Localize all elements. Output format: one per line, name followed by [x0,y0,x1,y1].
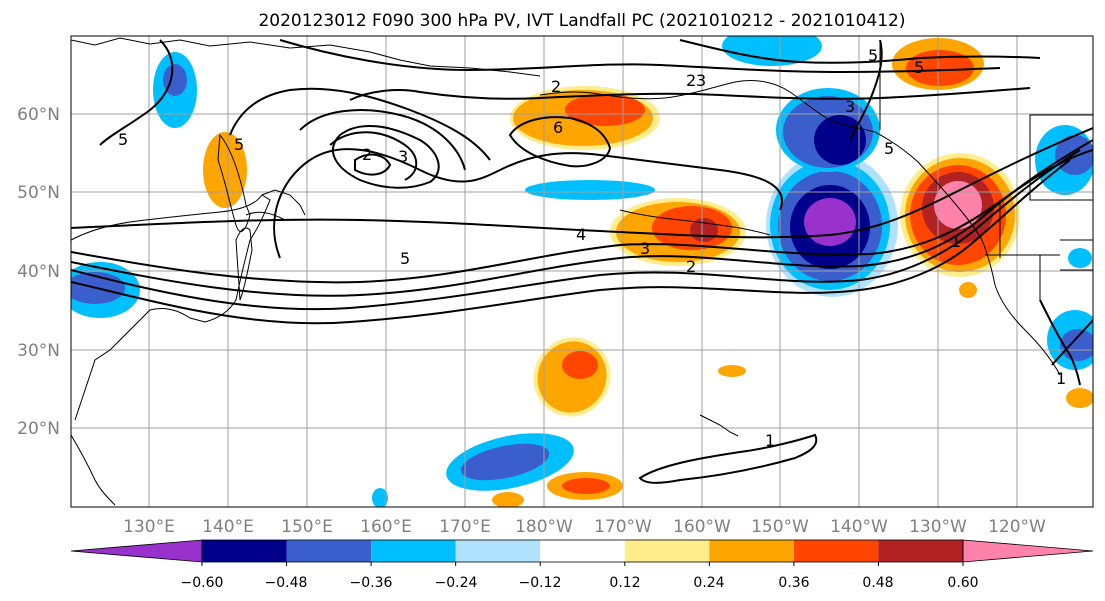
colorbar-tick-label: 0.60 [947,575,978,591]
lon-label: 130°W [909,517,967,537]
positive-anomaly-tiny-hawaii [718,365,746,377]
colorbar-tick-label: 0.24 [693,575,724,591]
negative-anomaly-us [1068,248,1092,268]
contour-label: 1 [765,431,775,450]
lon-label: 130°E [123,517,175,537]
positive-anomaly-kamchatka [203,132,247,208]
colorbar-tick-label: 0.12 [609,575,640,591]
contour-label: 1 [951,232,961,251]
contour-label: 5 [400,249,410,268]
lat-label: 20°N [17,419,60,439]
colorbar-segment [455,540,541,562]
contour-label: 2 [362,145,372,164]
contour-label: 1 [1056,369,1066,388]
lat-label: 30°N [17,341,60,361]
lon-label: 140°W [830,517,888,537]
colorbar-segment [624,540,710,562]
lon-label: 150°E [281,517,333,537]
colorbar-segment [202,540,287,562]
positive-anomaly-south-core [562,478,610,494]
coastlines [71,37,1093,506]
contour-label: 5 [914,58,924,77]
colorbar-tick-label: −0.36 [350,575,393,591]
positive-anomaly-gulf [1066,388,1093,408]
lon-label: 170°W [594,517,652,537]
lon-label: 180°W [515,517,573,537]
colorbar-tick-labels: −0.60 −0.48 −0.36 −0.24 −0.12 0.12 0.24 … [181,575,979,591]
colorbar-segment [709,540,794,562]
contour-label: 2 [686,257,696,276]
positive-anomaly-subtropical [533,337,611,417]
contour-label: 2 [686,71,696,90]
colorbar-outline [201,539,964,563]
negative-anomaly-mexico-core [1060,329,1093,361]
lon-label: 140°E [202,517,254,537]
map-frame [70,35,1094,508]
contour-label: 5 [118,130,128,149]
colorbar-tick-label: −0.48 [265,575,308,591]
map-title: 2020123012 F090 300 hPa PV, IVT Landfall… [258,11,905,31]
lat-label: 50°N [17,183,60,203]
map-panel: 5 5 5 5 5 5 2 3 3 2 2 3 6 4 3 2 1 1 1 [70,35,1094,508]
contour-label: 3 [640,239,650,258]
positive-anomaly-west-coast [900,153,1020,277]
positive-anomaly-tiny-california [959,282,977,298]
contour-label: 3 [398,147,408,166]
negative-anomaly-north [722,36,822,66]
colorbar-tick-label: −0.12 [519,575,562,591]
contour-label: 3 [696,71,706,90]
lon-label: 160°W [673,517,731,537]
longitude-labels: 130°E 140°E 150°E 160°E 170°E 180°W 170°… [123,517,1046,537]
colorbar-tick-label: −0.24 [435,575,478,591]
colorbar-arrow-min [70,539,203,563]
colorbar-segment [371,540,456,562]
contour-label: 6 [553,118,563,137]
colorbar-arrow-max [962,539,1094,563]
lat-label: 60°N [17,105,60,125]
colorbar: −0.60 −0.48 −0.36 −0.24 −0.12 0.12 0.24 … [70,539,1094,591]
colorbar-segment [793,540,879,562]
colorbar-segment [878,540,963,562]
contour-label: 3 [845,97,855,116]
contour-label: 4 [576,225,586,244]
colorbar-ticks [201,562,964,566]
contour-label: 5 [234,135,244,154]
colorbar-tick-label: 0.48 [862,575,893,591]
lon-label: 150°W [751,517,809,537]
negative-anomaly-tiny [372,488,388,507]
positive-anomaly-south-small [492,492,524,507]
lon-label: 170°E [439,517,491,537]
colorbar-segment [286,540,372,562]
colorbar-tick-label: 0.36 [778,575,809,591]
pv-contours [71,39,1093,484]
contour-label: 2 [551,77,561,96]
colorbar-segments [70,539,1094,563]
colorbar-segment [540,540,625,562]
lon-label: 160°E [360,517,412,537]
contour-label: 5 [884,139,894,158]
lat-label: 40°N [17,262,60,282]
negative-anomaly-subtropical [446,433,574,491]
colorbar-tick-label: −0.60 [181,575,224,591]
contour-label: 5 [868,46,878,65]
contour-labels: 5 5 5 5 5 5 2 3 3 2 2 3 6 4 3 2 1 1 1 [118,46,1066,450]
lon-label: 120°W [988,517,1046,537]
latitude-labels: 60°N 50°N 40°N 30°N 20°N [17,105,60,439]
map-content: 5 5 5 5 5 5 2 3 3 2 2 3 6 4 3 2 1 1 1 [71,36,1093,507]
